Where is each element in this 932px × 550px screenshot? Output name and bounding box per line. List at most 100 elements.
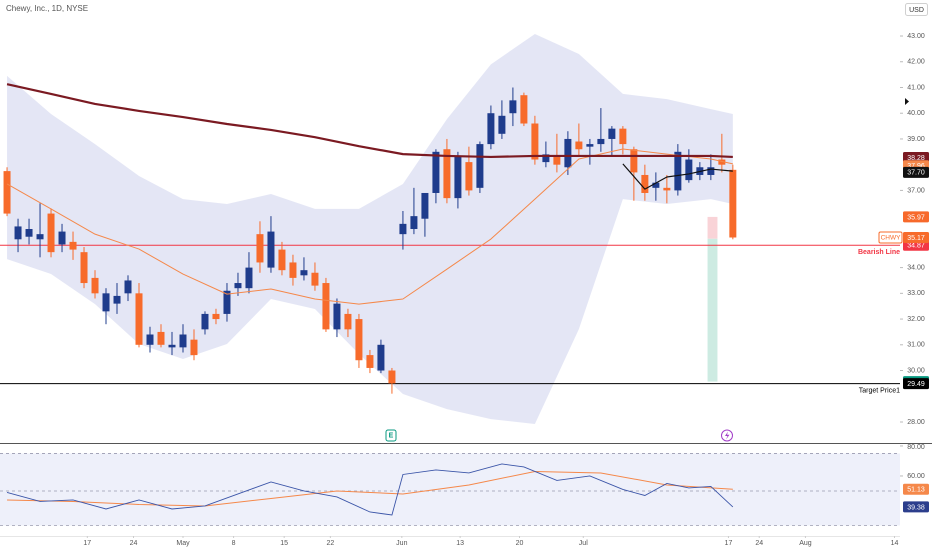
candle-body [58, 231, 66, 245]
candle-body [498, 115, 506, 134]
candle-body [707, 167, 715, 175]
candle-body [135, 293, 143, 345]
x-tick-label: 8 [232, 540, 236, 547]
rsi-y-tick-label: 60.00 [907, 473, 925, 480]
price-tag-label: 51.13 [907, 487, 925, 494]
candle-body [124, 280, 132, 294]
candle-body [190, 339, 198, 356]
candle-body [586, 144, 594, 147]
y-tick-label: 31.00 [907, 342, 925, 349]
candle-body [311, 272, 319, 286]
y-tick-label: 28.00 [907, 419, 925, 426]
candle-body [718, 159, 726, 165]
candle-body [575, 141, 583, 150]
x-tick-label: 14 [891, 540, 899, 547]
candle-body [14, 226, 22, 240]
price-tag [903, 231, 929, 243]
price-tag-label: 38.28 [907, 155, 925, 162]
candle-body [564, 138, 572, 168]
price-tag-label: 37.96 [907, 163, 925, 170]
candle-body [102, 293, 110, 312]
y-tick-label: 39.00 [907, 136, 925, 143]
indicator-line [622, 163, 733, 190]
price-tag-label: 29.49 [907, 381, 925, 388]
currency-box[interactable] [905, 3, 928, 16]
bollinger-fill [7, 33, 733, 425]
front-layer: Chewy, Inc., 1D, NYSE USD E 43.00 42.00 41… [0, 3, 932, 547]
x-tick-label: 20 [516, 540, 524, 547]
candle-body [234, 283, 242, 289]
candle-body [146, 334, 154, 345]
candle-body [355, 319, 363, 361]
indicator-line [6, 148, 733, 305]
candle-body [465, 162, 473, 191]
candle-body [542, 154, 550, 163]
x-tick-label: 24 [755, 540, 763, 547]
candle-body [487, 113, 495, 145]
currency: USD [909, 7, 924, 14]
y-tick-label: 40.00 [907, 110, 925, 117]
candle-body [608, 128, 616, 139]
candle-body [223, 290, 231, 314]
earnings-icon[interactable]: E [385, 429, 397, 442]
candle-body [245, 267, 253, 289]
price-tag [903, 166, 929, 178]
candle-body [531, 123, 539, 160]
rsi-band-fill [0, 453, 900, 526]
candle-body [91, 277, 99, 294]
y-tick-label: 32.00 [907, 316, 925, 323]
x-tick-label: 22 [326, 540, 334, 547]
scroll-arrow[interactable] [905, 98, 909, 105]
candle-body [366, 355, 374, 368]
candle-body [410, 216, 418, 230]
y-tick-label: 41.00 [907, 84, 925, 91]
candle-body [300, 270, 308, 276]
candle-body [113, 295, 121, 304]
earnings-label: E [389, 433, 394, 440]
x-tick-label: Jun [396, 540, 407, 547]
position-loss [707, 216, 718, 239]
x-tick-label: 17 [725, 540, 733, 547]
price-tag [903, 483, 929, 495]
candle-body [652, 182, 660, 188]
candle-body [289, 262, 297, 278]
y-tick-label: 30.00 [907, 367, 925, 374]
price-pane [0, 33, 900, 425]
candle-body [729, 169, 737, 238]
price-tag [903, 501, 929, 513]
candle-body [388, 370, 396, 384]
symbol-tag-label: CHWY [881, 235, 902, 242]
candle-body [685, 159, 693, 181]
candle-body [509, 100, 517, 114]
chart-title: Chewy, Inc., 1D, NYSE [6, 4, 88, 13]
price-tag-label: 39.38 [907, 504, 925, 511]
x-tick-label: May [176, 540, 190, 547]
candle-body [47, 213, 55, 253]
candle-body [553, 156, 561, 165]
indicator-line [6, 83, 733, 159]
y-tick-label: 33.00 [907, 290, 925, 297]
price-tag-label: 34.87 [907, 243, 925, 250]
candle-body [322, 283, 330, 330]
candle-body [377, 344, 385, 371]
candle-body [520, 95, 528, 124]
candle-body [157, 331, 165, 345]
candle-body [443, 149, 451, 199]
horizontal-line-label: Target Price1 [859, 387, 900, 394]
dividend-icon[interactable] [721, 429, 733, 442]
y-tick-label: 37.00 [907, 187, 925, 194]
candle-body [674, 151, 682, 191]
candle-body [344, 313, 352, 330]
rsi-y-tick-label: 80.00 [907, 444, 925, 451]
candle-body [25, 229, 33, 237]
y-tick-label: 42.00 [907, 59, 925, 66]
x-tick-label: Jul [579, 540, 588, 547]
candle-body [168, 344, 176, 348]
candle-body [333, 303, 341, 330]
candle-body [201, 313, 209, 330]
candle-body [3, 171, 11, 214]
candle-body [476, 144, 484, 188]
candle-body [256, 234, 264, 263]
candle-body [421, 192, 429, 219]
